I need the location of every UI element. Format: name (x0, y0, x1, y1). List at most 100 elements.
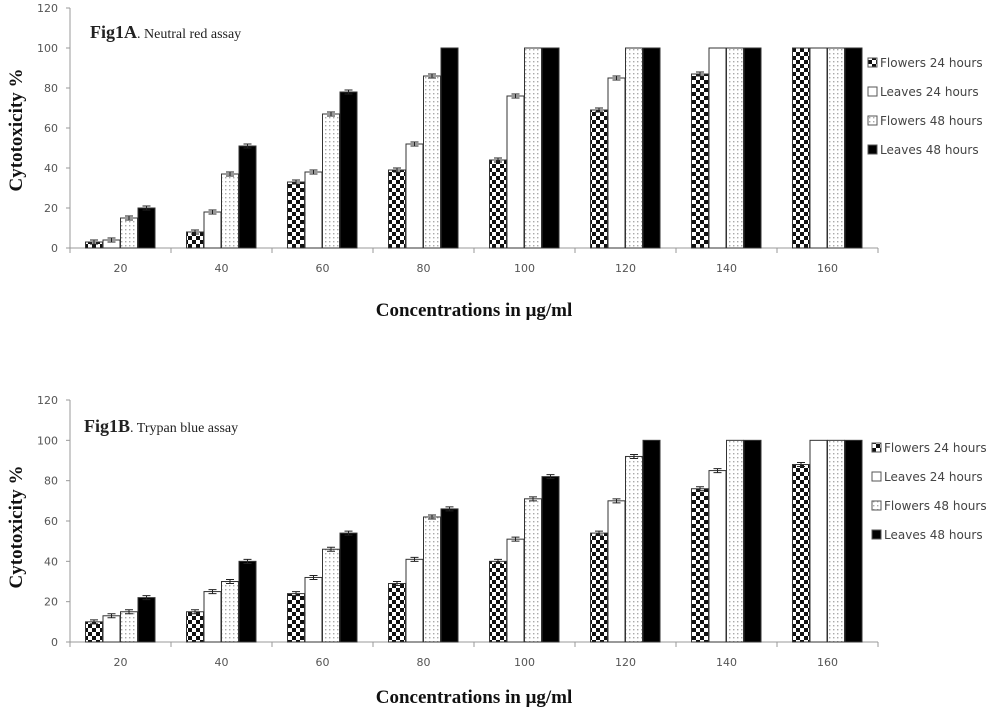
error-bar (226, 171, 234, 177)
x-tick-label: 140 (716, 262, 737, 275)
legend-item: Flowers 24 hours (867, 56, 983, 70)
bar-flowers-48-hours (524, 498, 542, 643)
x-tick-label: 60 (316, 656, 330, 669)
bar-flowers-48-hours (625, 47, 643, 249)
bar-flowers-48-hours (726, 439, 744, 643)
error-bar (428, 514, 436, 520)
error-bar (125, 215, 133, 221)
bar-flowers-24-hours (388, 583, 406, 643)
legend-item: Leaves 24 hours (871, 470, 983, 484)
bar-flowers-24-hours (85, 621, 103, 643)
error-bar (494, 157, 502, 163)
bar-leaves-48-hours (238, 560, 257, 643)
bar-leaves-48-hours (642, 47, 661, 249)
x-tick-label: 120 (615, 656, 636, 669)
y-tick-label: 80 (44, 82, 58, 95)
bar-flowers-24-hours (287, 181, 305, 249)
bar-leaves-48-hours (339, 532, 358, 643)
error-bar (393, 581, 401, 587)
bar-flowers-48-hours (322, 548, 340, 643)
error-bar (243, 143, 252, 149)
legend-label: Flowers 24 hours (880, 56, 983, 70)
error-bar (90, 619, 98, 625)
legend-label: Leaves 48 hours (884, 528, 983, 542)
bar-leaves-48-hours (642, 439, 661, 643)
error-bar (595, 530, 603, 536)
legend-item: Leaves 48 hours (867, 143, 979, 157)
bar-flowers-48-hours (423, 75, 441, 249)
chart-title: Fig1B. Trypan blue assay (84, 416, 238, 436)
legend-item: Leaves 24 hours (867, 85, 979, 99)
bar-flowers-48-hours (120, 611, 138, 643)
error-bar (344, 530, 353, 536)
bar-leaves-24-hours (809, 439, 828, 643)
bar-leaves-48-hours (339, 91, 358, 249)
legend-label: Leaves 24 hours (884, 470, 983, 484)
legend-swatch (871, 442, 882, 453)
chart-title-bold: Fig1B (84, 416, 130, 436)
chart-title: Fig1A. Neutral red assay (90, 22, 241, 42)
error-bar (393, 167, 401, 173)
y-tick-label: 0 (51, 636, 58, 649)
x-tick-label: 20 (114, 656, 128, 669)
error-bar (243, 558, 252, 564)
bar-flowers-48-hours (221, 581, 239, 643)
error-bar (630, 453, 638, 459)
bar-leaves-24-hours (304, 171, 323, 249)
error-bar (696, 71, 704, 77)
error-bar (226, 579, 234, 584)
error-bar (292, 591, 300, 597)
error-bar (511, 93, 520, 99)
error-bar (208, 589, 217, 595)
bar-leaves-48-hours (440, 508, 459, 643)
x-tick-label: 40 (215, 262, 229, 275)
legend-swatch (867, 57, 878, 68)
bar-flowers-24-hours (691, 488, 709, 643)
legend-swatch (871, 471, 882, 482)
bar-flowers-48-hours (423, 516, 441, 643)
x-tick-label: 140 (716, 656, 737, 669)
bar-leaves-48-hours (743, 439, 762, 643)
bar-leaves-24-hours (405, 143, 424, 249)
bar-flowers-48-hours (827, 47, 845, 249)
legend-swatch (867, 115, 878, 126)
bar-flowers-24-hours (388, 169, 406, 249)
bar-leaves-48-hours (137, 207, 156, 249)
bar-leaves-48-hours (541, 47, 560, 249)
error-bar (327, 546, 335, 552)
bar-flowers-24-hours (792, 47, 810, 249)
error-bar (410, 141, 419, 147)
error-bar (511, 536, 520, 542)
legend-label: Leaves 48 hours (880, 143, 979, 157)
y-axis-label: Cytotoxicity % (6, 466, 27, 589)
legend-swatch (867, 86, 878, 97)
bar-flowers-24-hours (691, 73, 709, 249)
bar-leaves-48-hours (541, 476, 560, 643)
x-tick-label: 120 (615, 262, 636, 275)
y-tick-label: 60 (44, 515, 58, 528)
legend-item: Flowers 48 hours (871, 499, 987, 513)
error-bar (191, 609, 199, 615)
error-bar (494, 558, 502, 564)
x-tick-label: 80 (417, 656, 431, 669)
error-bar (595, 107, 603, 113)
error-bar (142, 205, 151, 211)
legend-swatch (871, 500, 882, 511)
error-bar (107, 237, 116, 243)
legend-label: Flowers 24 hours (884, 441, 987, 455)
x-axis-label: Concentrations in μg/ml (376, 300, 573, 321)
y-tick-label: 80 (44, 475, 58, 488)
legend-item: Flowers 24 hours (871, 441, 987, 455)
bar-leaves-48-hours (137, 597, 156, 643)
y-tick-label: 100 (37, 434, 58, 447)
error-bar (107, 613, 116, 619)
legend-swatch (867, 144, 878, 155)
bar-leaves-24-hours (304, 576, 323, 643)
bar-flowers-48-hours (120, 217, 138, 249)
error-bar (142, 595, 151, 601)
bar-flowers-48-hours (322, 113, 340, 249)
bar-leaves-24-hours (506, 95, 525, 249)
bar-leaves-24-hours (203, 591, 222, 643)
error-bar (410, 556, 419, 562)
error-bar (797, 462, 805, 468)
